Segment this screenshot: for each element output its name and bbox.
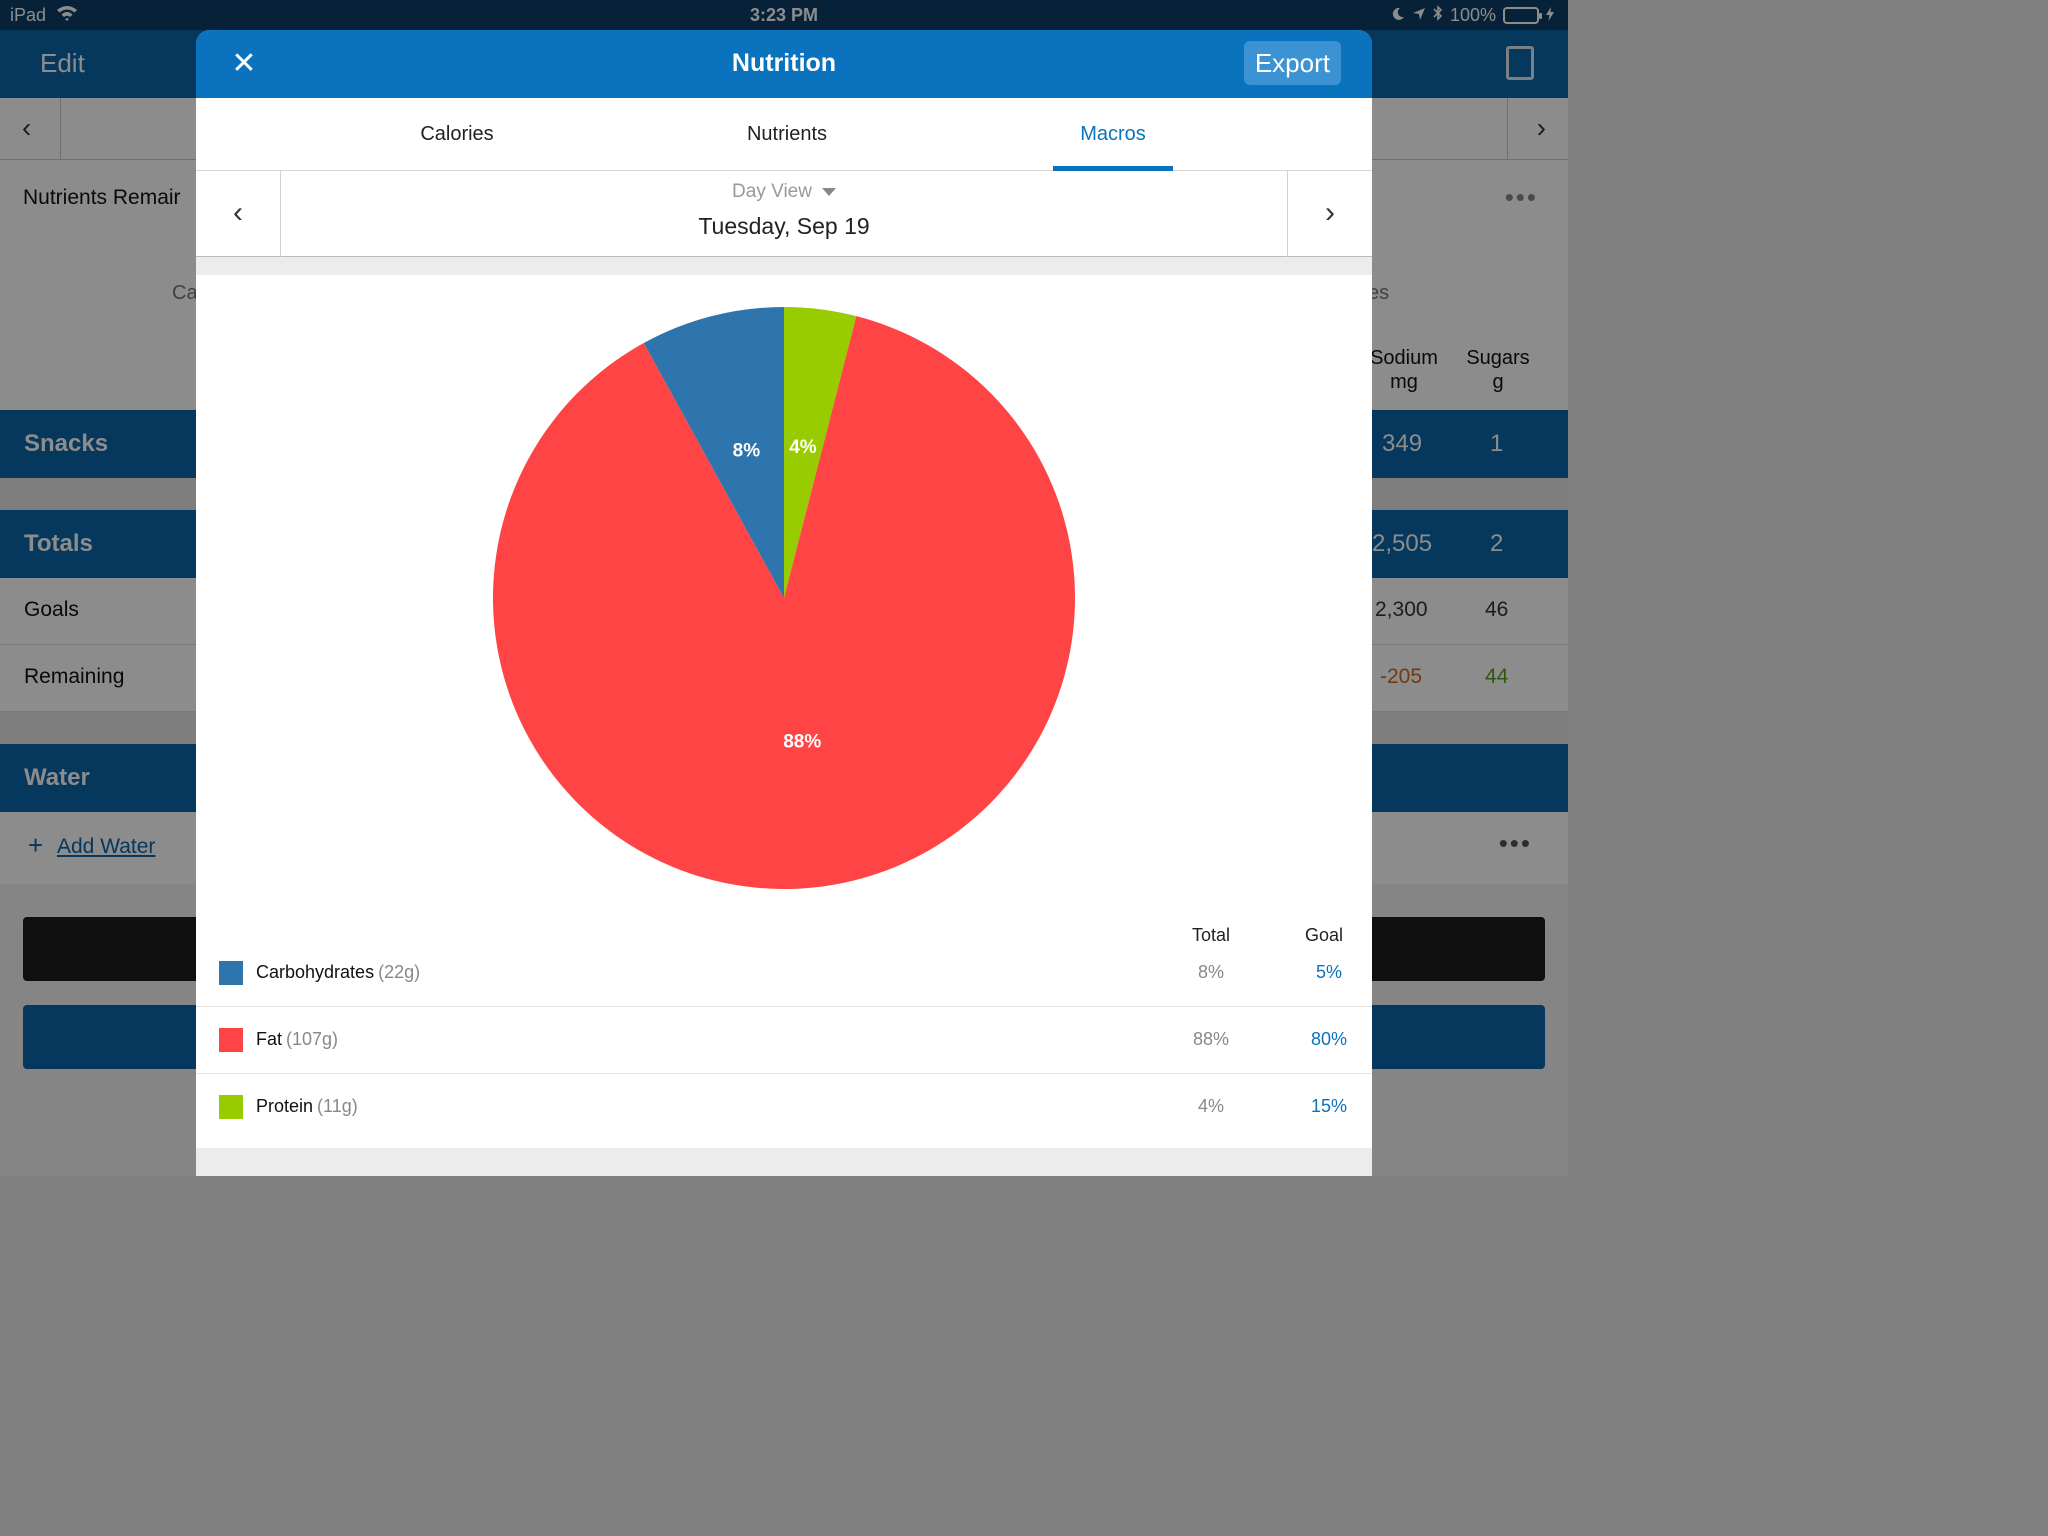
macro-total: 8% bbox=[1197, 962, 1224, 982]
device-name: iPad bbox=[10, 5, 47, 25]
plus-icon[interactable]: + bbox=[28, 830, 44, 860]
legend-row-protein: Protein (11g) 4% 15% bbox=[196, 1074, 1372, 1141]
more-icon[interactable]: ••• bbox=[1504, 182, 1538, 212]
summary-title: Nutrients Remair bbox=[23, 186, 181, 209]
view-selector[interactable]: Day View bbox=[196, 181, 1372, 203]
pie-slice-carbohydrates[interactable] bbox=[643, 307, 784, 598]
pie-slice-protein[interactable] bbox=[784, 307, 857, 598]
add-water-link[interactable]: Add Water bbox=[57, 835, 156, 858]
bookmark-icon[interactable] bbox=[1506, 46, 1534, 80]
band-label: Water bbox=[24, 764, 90, 791]
nutrition-modal: ✕ Nutrition Export Calories Nutrients Ma… bbox=[196, 30, 1372, 1176]
moon-icon bbox=[1391, 5, 1405, 26]
close-icon[interactable]: ✕ bbox=[231, 47, 257, 80]
sodium-value: 349 bbox=[1382, 430, 1423, 457]
battery-percent: 100% bbox=[1449, 5, 1496, 25]
date-navigator: ‹ Day View Tuesday, Sep 19 › bbox=[196, 171, 1372, 257]
macro-name: Fat (107g) bbox=[256, 1029, 339, 1049]
sugars-value: 44 bbox=[1485, 665, 1509, 688]
bluetooth-icon bbox=[1433, 5, 1443, 26]
row-label: Remaining bbox=[24, 665, 125, 688]
macro-goal[interactable]: 5% bbox=[1315, 962, 1342, 982]
column-header-sugars: Sugars g bbox=[1466, 347, 1530, 393]
macro-name: Protein (11g) bbox=[256, 1096, 358, 1116]
pie-label-protein: 4% bbox=[789, 437, 817, 458]
tab-bar: Calories Nutrients Macros bbox=[196, 98, 1372, 171]
pie-label-fat: 88% bbox=[783, 731, 821, 752]
pie-label-carbohydrates: 8% bbox=[733, 440, 761, 461]
tab-macros[interactable]: Macros bbox=[1053, 98, 1173, 171]
sugars-value: 46 bbox=[1485, 598, 1509, 621]
macro-total: 4% bbox=[1197, 1096, 1224, 1116]
macro-goal[interactable]: 80% bbox=[1310, 1029, 1348, 1049]
partial-label: Ca bbox=[172, 282, 198, 304]
macro-grams: (11g) bbox=[317, 1096, 358, 1116]
legend-header-goal: Goal bbox=[1304, 925, 1344, 945]
previous-day-button[interactable]: ‹ bbox=[196, 171, 281, 257]
modal-header: ✕ Nutrition Export bbox=[196, 30, 1372, 98]
chevron-right-icon[interactable]: › bbox=[1536, 112, 1546, 143]
sugars-value: 2 bbox=[1490, 530, 1504, 557]
current-date: Tuesday, Sep 19 bbox=[698, 213, 870, 239]
macro-name: Carbohydrates (22g) bbox=[256, 962, 421, 982]
macro-goal[interactable]: 15% bbox=[1310, 1096, 1348, 1116]
sugars-value: 1 bbox=[1490, 430, 1504, 457]
sodium-value: -205 bbox=[1380, 665, 1423, 688]
export-button[interactable]: Export bbox=[1243, 41, 1341, 85]
macro-total: 88% bbox=[1192, 1029, 1230, 1049]
clock: 3:23 PM bbox=[749, 5, 819, 25]
sodium-value: 2,300 bbox=[1375, 598, 1428, 621]
chevron-left-icon[interactable]: ‹ bbox=[22, 112, 32, 143]
charging-icon bbox=[1546, 5, 1554, 26]
next-day-button[interactable]: › bbox=[1287, 171, 1372, 257]
battery-icon bbox=[1503, 7, 1542, 24]
band-label: Snacks bbox=[24, 430, 109, 457]
sodium-value: 2,505 bbox=[1372, 530, 1433, 557]
caret-down-icon bbox=[821, 187, 836, 196]
legend-row-carbohydrates: Carbohydrates (22g) 8% 5% bbox=[196, 940, 1372, 1007]
legend-header-total: Total bbox=[1191, 925, 1231, 945]
macro-grams: (22g) bbox=[378, 962, 421, 982]
macros-pie-chart: 4% 88% 8% bbox=[493, 307, 1076, 889]
band-label: Totals bbox=[24, 530, 93, 557]
legend-row-fat: Fat (107g) 88% 80% bbox=[196, 1007, 1372, 1074]
tab-nutrients[interactable]: Nutrients bbox=[746, 123, 828, 145]
view-label: Day View bbox=[732, 181, 812, 202]
modal-title: Nutrition bbox=[731, 49, 837, 77]
color-swatch bbox=[219, 1028, 243, 1052]
row-label: Goals bbox=[24, 598, 79, 621]
wifi-icon bbox=[56, 5, 78, 26]
location-icon bbox=[1412, 5, 1426, 26]
macros-content: 4% 88% 8% Total Goal Carbohydrates (22g) 8%… bbox=[196, 275, 1372, 1148]
color-swatch bbox=[219, 961, 243, 985]
pie-slice-fat[interactable] bbox=[493, 316, 1076, 889]
column-header-sodium: Sodium mg bbox=[1370, 347, 1438, 393]
more-icon[interactable]: ••• bbox=[1498, 828, 1532, 858]
color-swatch bbox=[219, 1095, 243, 1119]
status-bar: iPad 3:23 PM 100% bbox=[0, 0, 1568, 30]
partial-label: es bbox=[1368, 282, 1390, 304]
tab-calories[interactable]: Calories bbox=[420, 123, 494, 145]
macro-grams: (107g) bbox=[286, 1029, 339, 1049]
edit-button[interactable]: Edit bbox=[40, 48, 85, 78]
